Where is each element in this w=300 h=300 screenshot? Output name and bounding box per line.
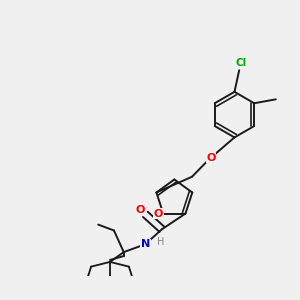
Text: N: N [141,239,150,249]
Text: O: O [136,206,145,215]
Text: O: O [206,153,216,163]
Text: H: H [158,237,165,247]
Text: Cl: Cl [236,58,247,68]
Text: O: O [154,208,163,219]
